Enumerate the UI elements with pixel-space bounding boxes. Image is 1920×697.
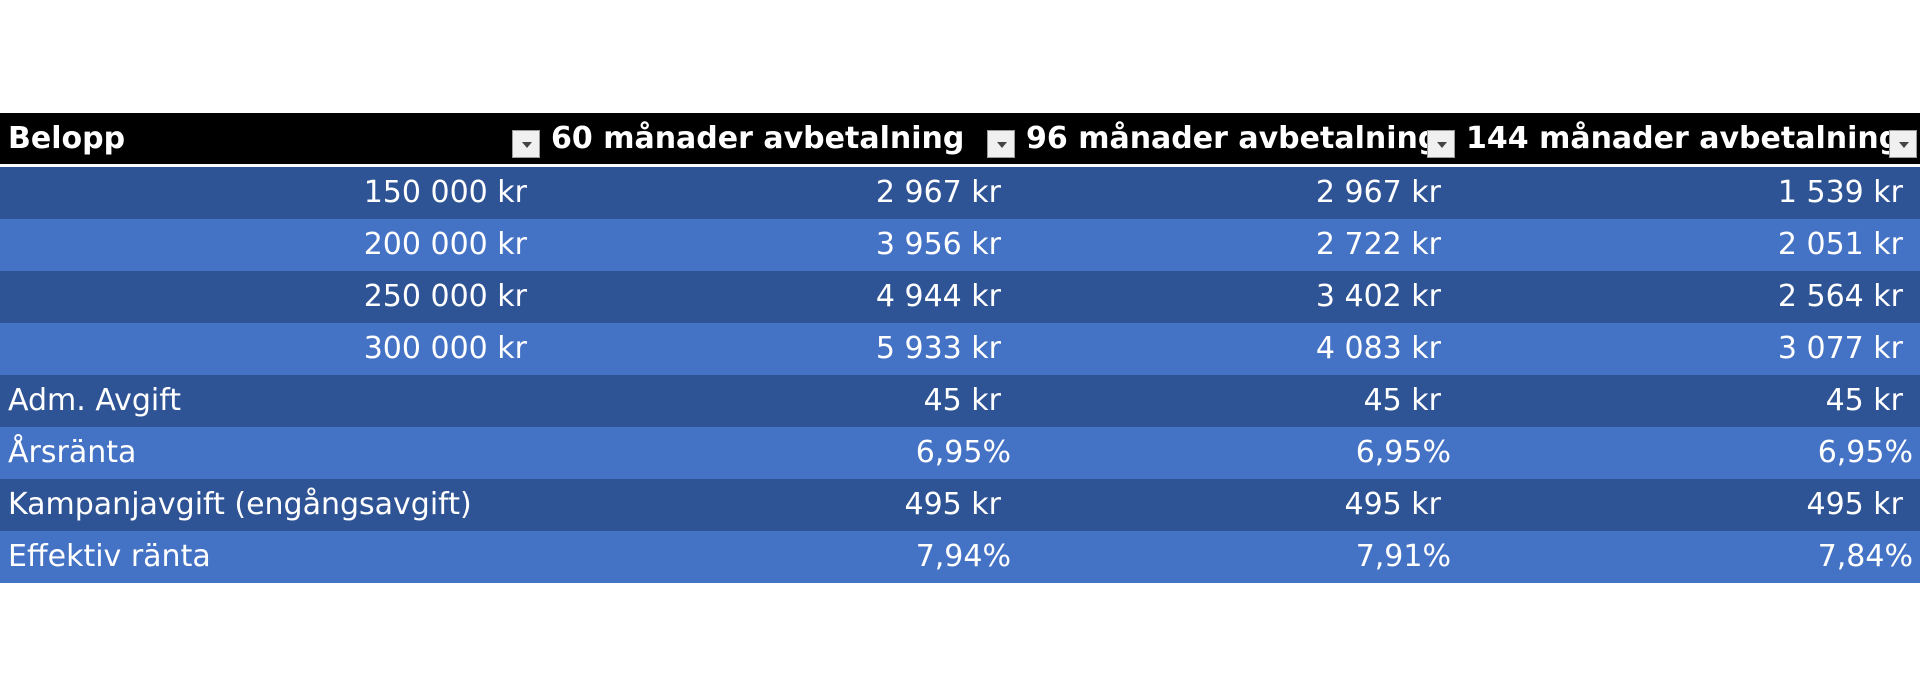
table-row: 250 000 kr 4 944 kr 3 402 kr 2 564 kr [0,271,1920,323]
header-label: 60 månader avbetalning [551,121,965,156]
amount-cell: 200 000 kr [363,227,527,262]
value-60-cell: 5 933 kr [875,331,1001,366]
table-row: 300 000 kr 5 933 kr 4 083 kr 3 077 kr [0,323,1920,375]
value-144-cell: 2 564 kr [1777,279,1903,314]
value-144-cell: 6,95% [1817,435,1913,470]
header-label: 96 månader avbetalning [1026,121,1440,156]
header-label: 144 månader avbetalning [1466,121,1901,156]
value-60-cell: 3 956 kr [875,227,1001,262]
value-96-cell: 2 967 kr [1315,175,1441,210]
row-label: Effektiv ränta [8,539,211,574]
value-60-cell: 4 944 kr [875,279,1001,314]
row-label: Adm. Avgift [8,383,182,418]
table-row: 150 000 kr 2 967 kr 2 967 kr 1 539 kr [0,167,1920,219]
value-60-cell: 495 kr [904,487,1001,522]
amount-cell: 300 000 kr [363,331,527,366]
row-label: Årsränta [8,435,137,470]
value-96-cell: 6,95% [1355,435,1451,470]
value-144-cell: 7,84% [1817,539,1913,574]
header-60-months: 60 månader avbetalning [543,113,1018,164]
value-96-cell: 495 kr [1344,487,1441,522]
filter-dropdown-icon[interactable] [1889,130,1917,158]
value-144-cell: 495 kr [1806,487,1903,522]
amount-cell: 250 000 kr [363,279,527,314]
value-144-cell: 1 539 kr [1777,175,1903,210]
amount-cell: 150 000 kr [363,175,527,210]
value-96-cell: 45 kr [1363,383,1441,418]
header-belopp: Belopp [0,113,543,164]
filter-dropdown-icon[interactable] [987,130,1015,158]
filter-dropdown-icon[interactable] [512,130,540,158]
value-96-cell: 4 083 kr [1315,331,1441,366]
value-60-cell: 2 967 kr [875,175,1001,210]
value-60-cell: 7,94% [915,539,1011,574]
value-144-cell: 45 kr [1825,383,1903,418]
value-60-cell: 45 kr [923,383,1001,418]
header-144-months: 144 månader avbetalning [1458,113,1920,164]
table-row: Kampanjavgift (engångsavgift) 495 kr 495… [0,479,1920,531]
value-144-cell: 3 077 kr [1777,331,1903,366]
table-row: 200 000 kr 3 956 kr 2 722 kr 2 051 kr [0,219,1920,271]
value-96-cell: 2 722 kr [1315,227,1441,262]
row-label: Kampanjavgift (engångsavgift) [8,487,472,522]
value-96-cell: 3 402 kr [1315,279,1441,314]
header-96-months: 96 månader avbetalning [1018,113,1458,164]
header-label: Belopp [8,121,126,156]
value-60-cell: 6,95% [915,435,1011,470]
table-row: Adm. Avgift 45 kr 45 kr 45 kr [0,375,1920,427]
filter-dropdown-icon[interactable] [1427,130,1455,158]
table-header-row: Belopp 60 månader avbetalning 96 månader… [0,113,1920,167]
table-row: Årsränta 6,95% 6,95% 6,95% [0,427,1920,479]
loan-table: Belopp 60 månader avbetalning 96 månader… [0,113,1920,583]
table-row: Effektiv ränta 7,94% 7,91% 7,84% [0,531,1920,583]
value-96-cell: 7,91% [1355,539,1451,574]
value-144-cell: 2 051 kr [1777,227,1903,262]
